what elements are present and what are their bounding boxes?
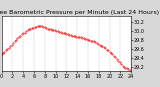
Title: Milwaukee Barometric Pressure per Minute (Last 24 Hours): Milwaukee Barometric Pressure per Minute…: [0, 10, 159, 15]
